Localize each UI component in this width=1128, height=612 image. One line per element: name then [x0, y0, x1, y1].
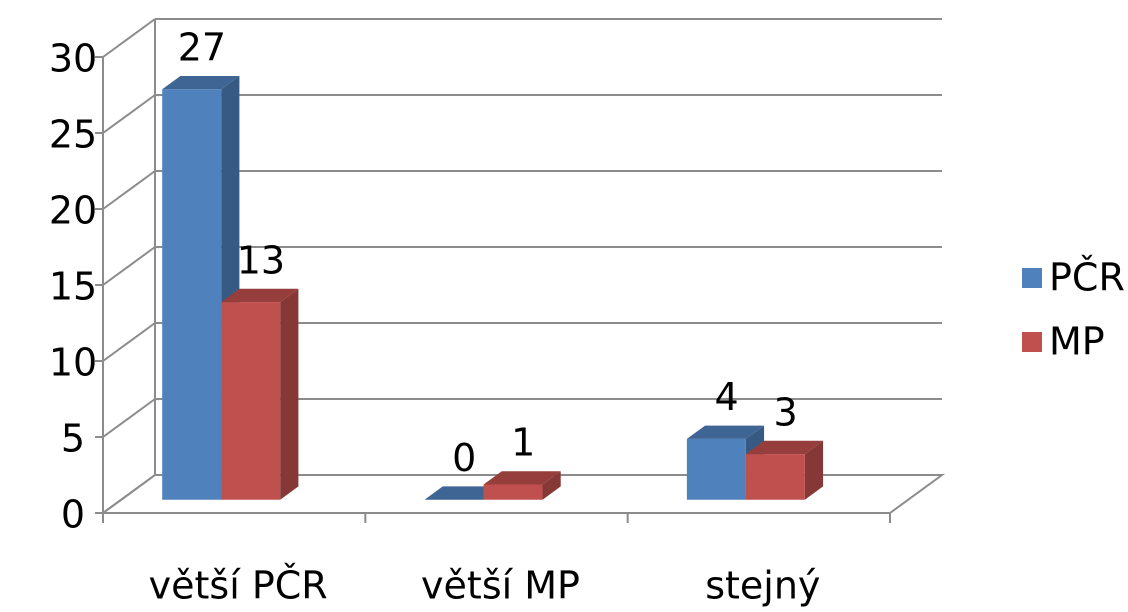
bar-front — [483, 484, 543, 500]
bar-top — [221, 288, 299, 303]
x-tick-label: větší PČR — [149, 564, 328, 608]
x-tick-label: stejný — [705, 564, 820, 608]
grid-line — [102, 18, 156, 58]
bar-top — [745, 440, 824, 455]
value-label: 3 — [773, 390, 797, 434]
value-label: 1 — [511, 421, 535, 465]
y-tick-label: 30 — [49, 37, 97, 81]
y-tick-label: 10 — [49, 341, 97, 385]
value-label: 13 — [237, 238, 285, 282]
grid-line — [102, 170, 156, 210]
bar-top — [162, 76, 240, 90]
legend-label: MP — [1049, 320, 1105, 364]
y-tick-label: 5 — [61, 417, 85, 461]
y-tick-label: 25 — [49, 113, 97, 157]
y-tick-label: 0 — [61, 493, 85, 537]
bar — [162, 76, 240, 500]
legend-swatch — [1022, 332, 1042, 352]
bar-side — [542, 471, 561, 500]
bar-front — [686, 438, 746, 500]
bar-front — [162, 89, 222, 500]
value-label: 4 — [714, 375, 738, 419]
legend-label: PČR — [1049, 256, 1125, 300]
y-tick-label: 15 — [49, 265, 97, 309]
x-tick-label: větší MP — [421, 564, 580, 608]
bar-front — [221, 302, 281, 500]
bar-top — [686, 425, 765, 439]
grid-line — [102, 474, 156, 514]
bar-front — [745, 454, 805, 500]
bar-top — [483, 471, 561, 485]
legend-swatch — [1022, 268, 1042, 288]
grid-line — [102, 246, 156, 286]
value-label: 27 — [178, 26, 226, 70]
value-label: 0 — [452, 436, 476, 480]
grid-line — [102, 94, 156, 134]
bar-side — [804, 440, 824, 500]
y-tick-label: 20 — [49, 189, 97, 233]
bar-top — [424, 486, 502, 500]
bar — [483, 471, 561, 500]
bar — [221, 288, 299, 500]
bar-side — [280, 288, 299, 500]
bar — [424, 486, 502, 500]
grid-line — [102, 322, 156, 362]
bar — [745, 440, 824, 500]
grid-line — [102, 398, 156, 438]
